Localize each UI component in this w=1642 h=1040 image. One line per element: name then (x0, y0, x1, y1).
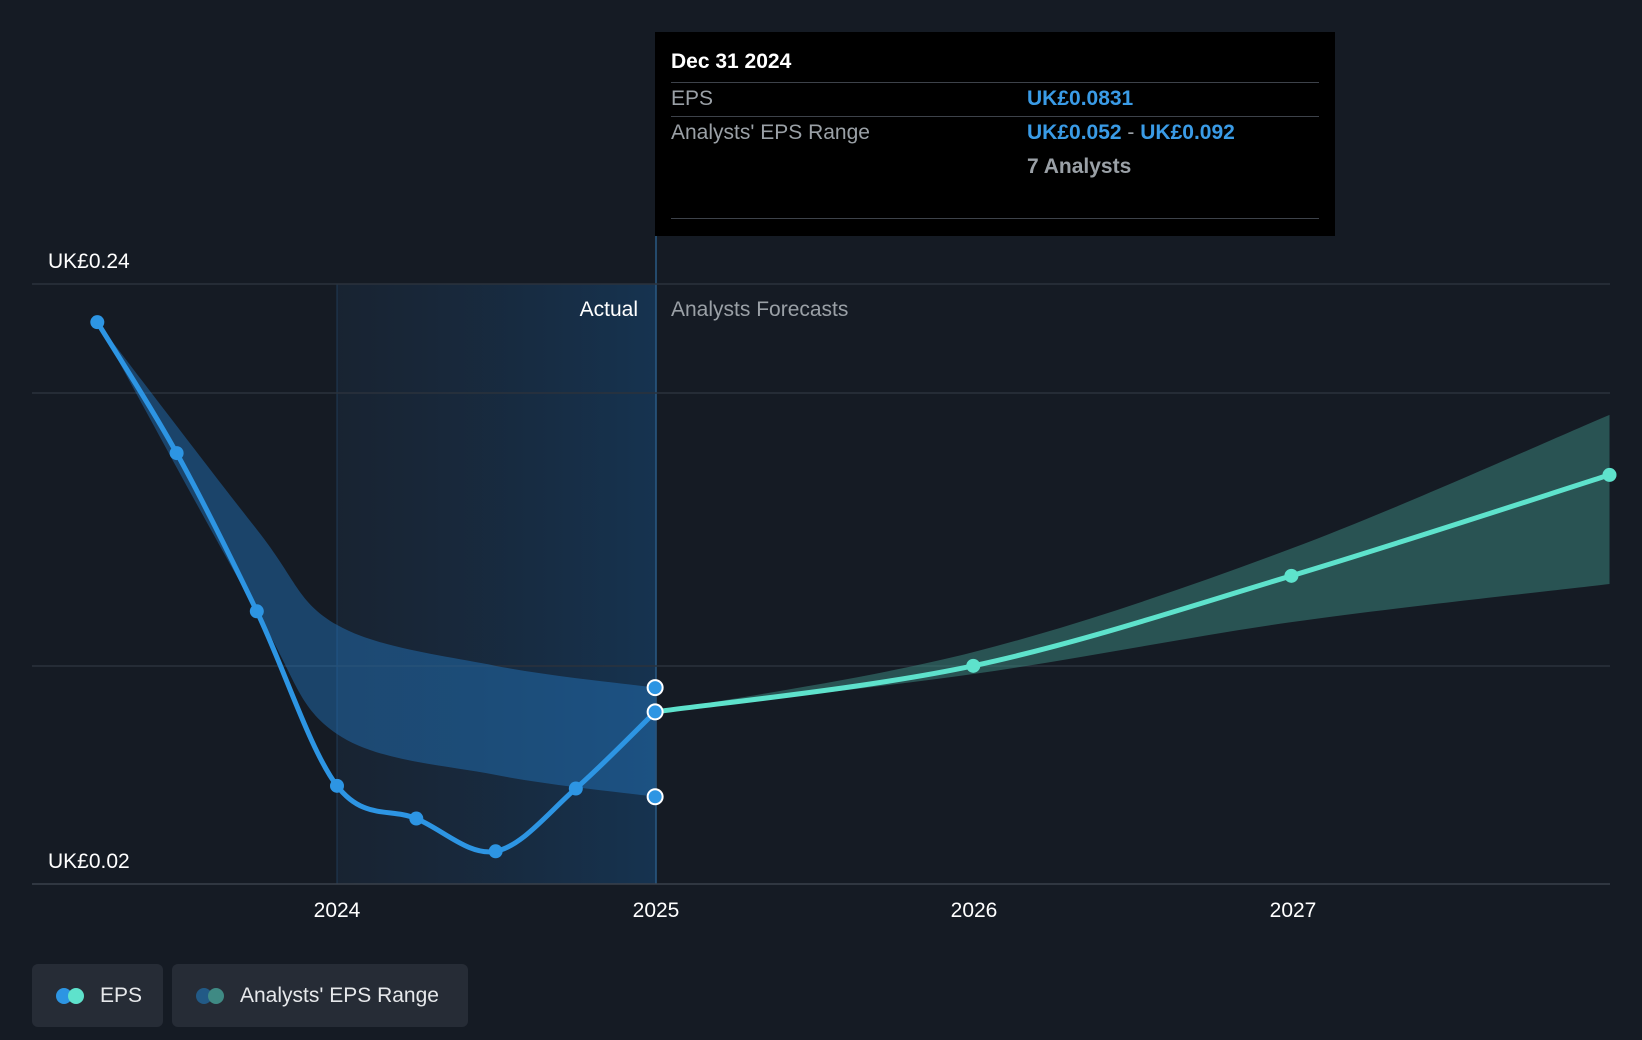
eps-forecast-line (652, 472, 1613, 715)
tooltip-eps-value: UK£0.0831 (1027, 87, 1134, 110)
eps-legend-icon (56, 987, 92, 1005)
actual-period-shade (337, 284, 656, 884)
range-high-marker (646, 679, 664, 697)
x-tick-label: 2027 (1270, 899, 1317, 922)
eps-current-marker (646, 703, 664, 721)
tooltip-eps-label: EPS (671, 87, 714, 110)
eps-range-band-actual (97, 322, 656, 797)
eps-actual-point (330, 778, 344, 793)
legend-item-eps[interactable]: EPS (32, 964, 163, 1027)
x-tick-label: 2026 (951, 899, 998, 922)
eps-actual-point (90, 315, 105, 330)
eps-forecast-point (1284, 568, 1299, 583)
tooltip-range-sep: - (1127, 121, 1135, 144)
eps-actual-point (169, 446, 184, 461)
actual-label: Actual (580, 298, 638, 321)
tooltip-divider (671, 82, 1319, 83)
tooltip-analysts-count: 7 Analysts (1027, 155, 1132, 178)
range-low-marker (646, 788, 664, 806)
eps-actual-point (568, 781, 583, 796)
legend-label-eps: EPS (100, 983, 143, 1007)
legend-item-range[interactable]: Analysts' EPS Range (172, 964, 468, 1027)
eps-range-band-forecast (655, 414, 1610, 712)
tooltip-range-label: Analysts' EPS Range (671, 121, 870, 144)
y-axis-top-label: UK£0.24 (48, 250, 130, 273)
eps-forecast-point (966, 658, 981, 673)
forecast-label: Analysts Forecasts (671, 298, 848, 321)
x-tick-label: 2024 (314, 899, 361, 922)
eps-actual-point (488, 844, 503, 859)
y-axis-bottom-label: UK£0.02 (48, 850, 130, 873)
tooltip-range-low: UK£0.052 (1027, 121, 1122, 144)
tooltip-divider (671, 218, 1319, 219)
tooltip-date: Dec 31 2024 (671, 50, 792, 73)
tooltip-divider (671, 116, 1319, 117)
legend-label-range: Analysts' EPS Range (240, 983, 439, 1007)
range-legend-icon (196, 987, 232, 1005)
eps-forecast-point (1602, 467, 1617, 482)
x-tick-label: 2025 (633, 899, 680, 922)
tooltip-range-high: UK£0.092 (1140, 121, 1235, 144)
eps-actual-point (409, 811, 424, 826)
tooltip-range-value: UK£0.052 - UK£0.092 (1027, 121, 1235, 145)
eps-actual-point (249, 604, 264, 619)
tooltip: Dec 31 2024 EPS UK£0.0831 Analysts' EPS … (655, 32, 1335, 236)
